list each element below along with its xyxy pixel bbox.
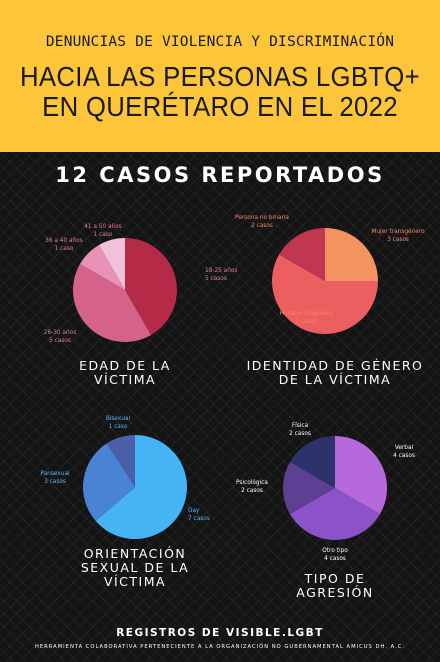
pie-slice-1-1	[272, 254, 378, 334]
page-title-line-1: HACIA LAS PERSONAS LGBTQ+	[20, 61, 420, 92]
slice-label-1-1: Hombre cisgénero	[279, 310, 332, 317]
slice-count-0-3: 1 caso	[94, 232, 113, 238]
slice-count-3-3: 2 casos	[289, 431, 311, 437]
pie-slice-2-2	[106, 435, 135, 487]
page-title: HACIA LAS PERSONAS LGBTQ+ EN QUERÉTARO E…	[0, 62, 440, 122]
footer-subtitle: HERRAMIENTA COLABORATIVA PERTENECIENTE A…	[34, 644, 406, 650]
background-pattern	[0, 152, 440, 662]
slice-count-0-1: 5 casos	[49, 338, 71, 344]
pie-slice-2-1	[83, 443, 135, 522]
chart-title-gender-identity: IDENTIDAD DE GÉNERO DE LA VÍCTIMA	[246, 358, 424, 387]
slice-label-0-0: 18-25 años	[205, 268, 237, 274]
pie-slice-3-2	[283, 462, 335, 514]
pie-slice-3-0	[335, 436, 387, 514]
chart-title-age: EDAD DE LA VÍCTIMA	[79, 358, 171, 387]
cases-heading: 12 CASOS REPORTADOS	[55, 163, 385, 187]
slice-count-1-1: 7 casos	[295, 319, 317, 325]
slice-label-3-0: Verbal	[395, 445, 414, 451]
pie-slice-1-0	[325, 228, 378, 281]
slice-label-2-1: Pansexual	[40, 471, 70, 477]
slice-label-1-2: Persona no binaria	[235, 215, 289, 221]
slice-label-0-2: 36 a 40 años	[45, 238, 83, 244]
pie-slice-0-0	[125, 238, 178, 336]
slice-label-1-0: Mujer transgénero	[371, 228, 425, 235]
slice-label-3-2: Psicológica	[236, 479, 268, 486]
slice-count-2-0: 7 casos	[188, 516, 210, 522]
pie-slice-0-1	[72, 264, 151, 343]
pie-slice-1-2	[279, 228, 325, 281]
chart-title-sexual-orientation: ORIENTACIÓN SEXUAL DE LA VÍCTIMA	[80, 546, 190, 589]
slice-count-2-1: 3 casos	[44, 479, 66, 485]
header-subtitle: DENUNCIAS DE VIOLENCIA Y DISCRIMINACIÓN	[45, 34, 395, 50]
chart-title-aggression-type: TIPO DE AGRESIÓN	[296, 571, 374, 600]
pie-slice-0-2	[79, 244, 125, 290]
pie-slice-3-3	[289, 436, 335, 488]
pie-slice-2-0	[95, 435, 187, 539]
slice-count-1-2: 2 casos	[251, 223, 273, 229]
slice-count-0-2: 1 caso	[55, 246, 74, 252]
slice-label-2-0: Gay	[188, 508, 200, 514]
slice-count-1-0: 3 casos	[387, 237, 409, 243]
slice-label-2-2: Bisexual	[106, 416, 131, 422]
slice-count-3-2: 2 casos	[241, 488, 263, 494]
slice-count-2-2: 1 caso	[109, 424, 128, 430]
slice-label-0-3: 41 a 50 años	[84, 224, 122, 230]
slice-label-0-1: 26-30 años	[44, 330, 76, 336]
slice-label-3-1: Otro tipo	[322, 548, 348, 554]
pie-slice-0-3	[99, 238, 125, 290]
slice-label-3-3: Física	[292, 422, 309, 429]
footer-title: REGISTROS DE VISIBLE.LGBT	[116, 627, 324, 639]
header-banner	[0, 0, 440, 152]
slice-count-0-0: 5 casos	[205, 276, 227, 282]
slice-count-3-1: 4 casos	[324, 556, 346, 562]
slice-count-3-0: 4 casos	[393, 453, 415, 459]
page-title-line-2: EN QUERÉTARO EN EL 2022	[42, 91, 398, 122]
